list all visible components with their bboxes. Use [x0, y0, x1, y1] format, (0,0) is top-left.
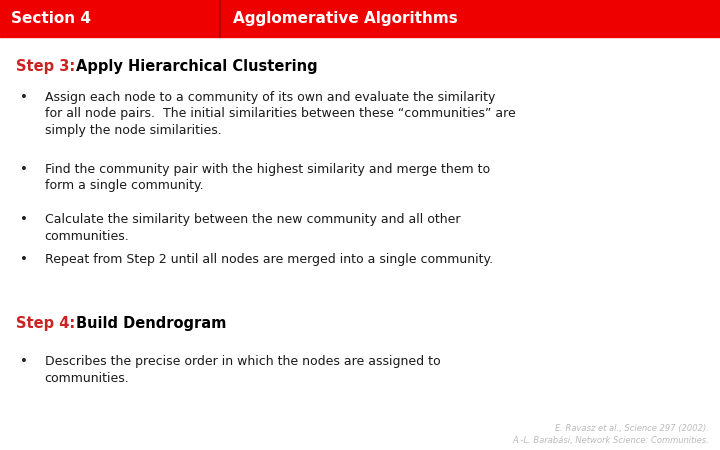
Text: •: • [20, 253, 28, 266]
Text: Repeat from Step 2 until all nodes are merged into a single community.: Repeat from Step 2 until all nodes are m… [45, 253, 492, 266]
Text: •: • [20, 213, 28, 226]
Text: Section 4: Section 4 [11, 11, 91, 26]
Text: •: • [20, 163, 28, 176]
Text: Step 4:: Step 4: [16, 316, 80, 331]
Text: Assign each node to a community of its own and evaluate the similarity
for all n: Assign each node to a community of its o… [45, 91, 516, 137]
Text: Calculate the similarity between the new community and all other
communities.: Calculate the similarity between the new… [45, 213, 460, 243]
Text: •: • [20, 91, 28, 104]
Text: Build Dendrogram: Build Dendrogram [76, 316, 226, 331]
Text: Step 3:: Step 3: [16, 59, 80, 74]
Text: Agglomerative Algorithms: Agglomerative Algorithms [233, 11, 457, 26]
Text: Describes the precise order in which the nodes are assigned to
communities.: Describes the precise order in which the… [45, 356, 440, 385]
Text: Apply Hierarchical Clustering: Apply Hierarchical Clustering [76, 59, 318, 74]
Text: Find the community pair with the highest similarity and merge them to
form a sin: Find the community pair with the highest… [45, 163, 490, 193]
Bar [0, 0, 720, 37]
Text: A.-L. Barabási, Network Science: Communities.: A.-L. Barabási, Network Science: Communi… [513, 436, 709, 445]
Text: •: • [20, 356, 28, 369]
Text: E. Ravasz et al., Science 297 (2002).: E. Ravasz et al., Science 297 (2002). [555, 424, 709, 433]
